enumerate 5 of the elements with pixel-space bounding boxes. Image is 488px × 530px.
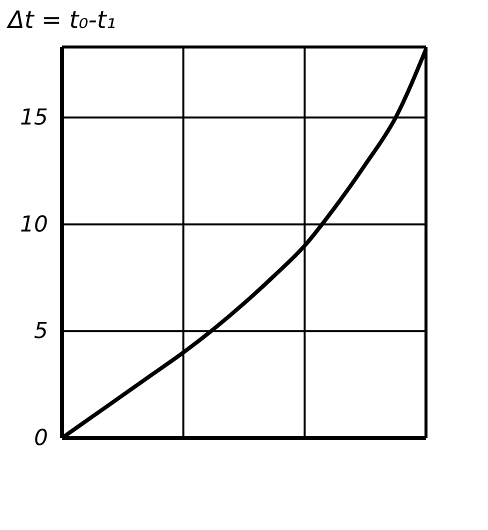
y-tick-label: 0 [34, 426, 48, 452]
y-tick-label: 5 [34, 319, 48, 344]
y-axis-title: Δt = t₀-t₁ [6, 6, 116, 34]
y-tick-label: 15 [20, 106, 48, 131]
y-tick-label: 10 [20, 212, 48, 238]
